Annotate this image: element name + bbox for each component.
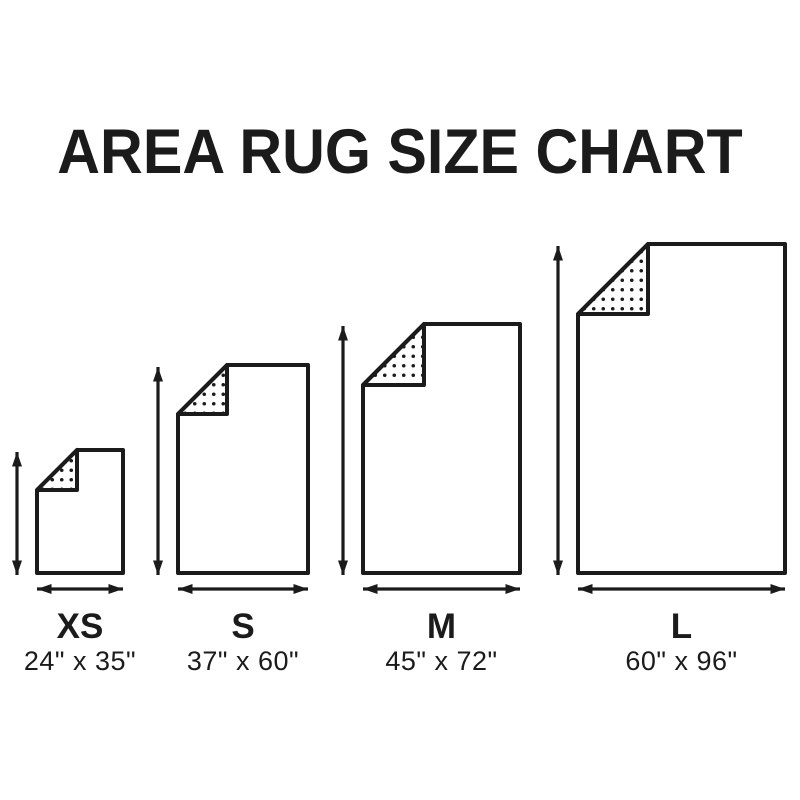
rug-fold-l (576, 242, 650, 316)
rug-outline-xs (35, 448, 125, 575)
rug-group-s: S37" x 60" (153, 363, 310, 676)
rug-fold-s (176, 363, 229, 416)
dimensions-label-l: 60" x 96" (625, 646, 737, 676)
dimensions-label-s: 37" x 60" (187, 646, 299, 676)
rug-fold-xs (35, 448, 79, 492)
dimensions-label-m: 45" x 72" (385, 646, 497, 676)
rug-group-l: L60" x 96" (553, 242, 787, 676)
rug-group-m: M45" x 72" (338, 322, 522, 676)
size-label-m: M (427, 607, 456, 646)
page-title: AREA RUG SIZE CHART (57, 117, 743, 187)
size-label-s: S (231, 607, 254, 646)
rug-fold-m (361, 322, 426, 387)
size-label-xs: XS (57, 607, 104, 646)
size-label-l: L (671, 607, 692, 646)
dimensions-label-xs: 24" x 35" (24, 646, 136, 676)
